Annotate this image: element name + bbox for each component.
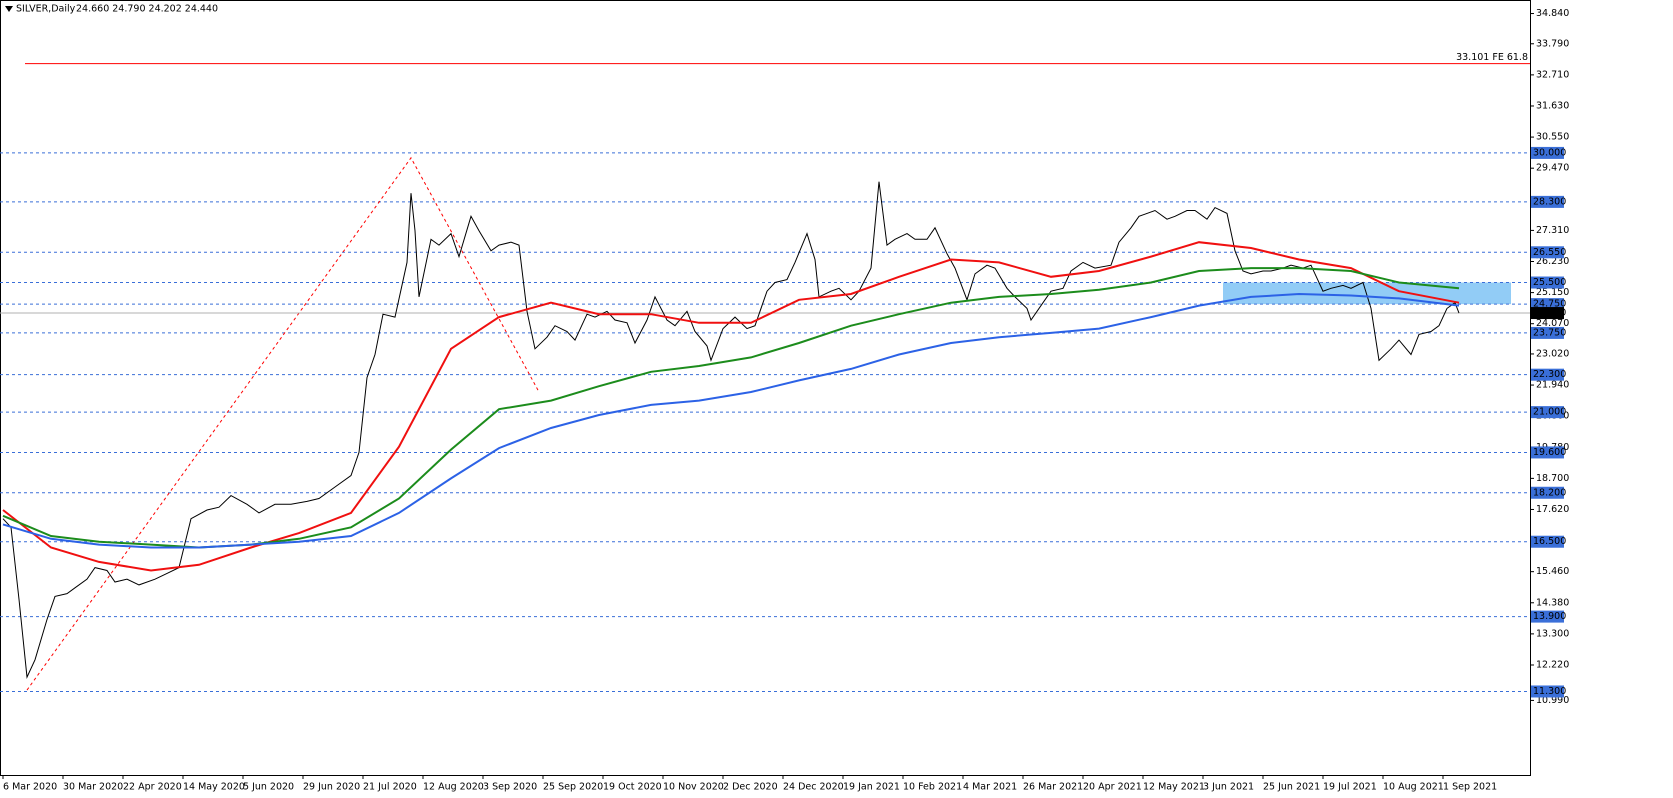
level-label: 11.300 bbox=[1533, 686, 1566, 697]
level-label: 30.000 bbox=[1533, 147, 1566, 158]
level-box bbox=[1531, 535, 1564, 548]
level-label: 21.000 bbox=[1533, 407, 1566, 418]
y-tick-label: 15.460 bbox=[1536, 566, 1569, 577]
y-tick-label: 24.070 bbox=[1536, 318, 1569, 329]
level-label: 25.500 bbox=[1533, 277, 1566, 288]
level-box bbox=[1531, 146, 1564, 159]
x-tick-label: 12 Aug 2020 bbox=[423, 782, 484, 793]
level-label: 19.600 bbox=[1533, 447, 1566, 458]
level-label: 28.300 bbox=[1533, 196, 1566, 207]
level-label: 13.900 bbox=[1533, 611, 1566, 622]
y-tick-label: 30.550 bbox=[1536, 132, 1569, 143]
y-tick-label: 31.630 bbox=[1536, 100, 1569, 111]
level-box bbox=[1531, 610, 1564, 623]
x-tick-label: 24 Dec 2020 bbox=[783, 782, 844, 793]
y-tick-label: 13.300 bbox=[1536, 628, 1569, 639]
level-label: 22.300 bbox=[1533, 369, 1566, 380]
series-line bbox=[2, 181, 1460, 679]
level-box bbox=[1531, 195, 1564, 208]
level-label: 16.500 bbox=[1533, 536, 1566, 547]
x-tick-label: 10 Aug 2021 bbox=[1383, 782, 1444, 793]
y-tick-label: 25.150 bbox=[1536, 287, 1569, 298]
series-line bbox=[2, 241, 1460, 572]
level-box bbox=[1531, 368, 1564, 381]
chart-title: SILVER,Daily bbox=[16, 4, 76, 15]
y-tick-label: 33.790 bbox=[1536, 38, 1569, 49]
x-tick-label: 5 Jun 2020 bbox=[243, 782, 294, 793]
y-tick-label: 32.710 bbox=[1536, 69, 1569, 80]
x-tick-label: 26 Mar 2021 bbox=[1023, 782, 1083, 793]
x-tick-label: 22 Apr 2020 bbox=[123, 782, 182, 793]
level-box bbox=[1531, 246, 1564, 259]
y-tick-label: 14.380 bbox=[1536, 597, 1569, 608]
x-tick-label: 3 Jun 2021 bbox=[1203, 782, 1254, 793]
level-label: 18.200 bbox=[1533, 487, 1566, 498]
level-box bbox=[1531, 406, 1564, 419]
x-tick-label: 2 Dec 2020 bbox=[723, 782, 778, 793]
level-box bbox=[1531, 486, 1564, 499]
x-tick-label: 10 Nov 2020 bbox=[663, 782, 724, 793]
x-tick-label: 6 Mar 2020 bbox=[3, 782, 57, 793]
x-tick-label: 20 Apr 2021 bbox=[1083, 782, 1142, 793]
x-tick-label: 3 Sep 2020 bbox=[483, 782, 537, 793]
x-tick-label: 10 Feb 2021 bbox=[903, 782, 962, 793]
x-tick-label: 14 May 2020 bbox=[183, 782, 245, 793]
level-box bbox=[1531, 685, 1564, 698]
y-tick-label: 29.470 bbox=[1536, 163, 1569, 174]
zone bbox=[1223, 282, 1511, 305]
last-price-box bbox=[1531, 307, 1564, 320]
x-tick-label: 25 Sep 2020 bbox=[543, 782, 603, 793]
level-label: 24.750 bbox=[1533, 299, 1566, 310]
series-line bbox=[2, 292, 1460, 549]
y-tick-label: 26.230 bbox=[1536, 256, 1569, 267]
quote: 24.660 24.790 24.202 24.440 bbox=[76, 4, 218, 15]
x-tick-label: 19 Jul 2021 bbox=[1323, 782, 1377, 793]
level-box bbox=[1531, 276, 1564, 289]
y-tick-label: 18.700 bbox=[1536, 473, 1569, 484]
x-tick-label: 1 Sep 2021 bbox=[1443, 782, 1497, 793]
level-label: 26.550 bbox=[1533, 247, 1566, 258]
y-tick-label: 10.990 bbox=[1536, 695, 1569, 706]
fibo-target-label: 33.101 FE 61.8 bbox=[1456, 52, 1528, 63]
y-tick-label: 12.220 bbox=[1536, 659, 1569, 670]
fibo-path bbox=[26, 156, 540, 691]
y-tick-label: 34.840 bbox=[1536, 8, 1569, 19]
level-box bbox=[1531, 326, 1564, 339]
x-tick-label: 30 Mar 2020 bbox=[63, 782, 123, 793]
x-tick-label: 25 Jun 2021 bbox=[1263, 782, 1320, 793]
x-tick-label: 4 Mar 2021 bbox=[963, 782, 1017, 793]
menu-triangle bbox=[5, 6, 13, 12]
x-tick-label: 19 Oct 2020 bbox=[603, 782, 662, 793]
level-label: 23.750 bbox=[1533, 327, 1566, 338]
y-tick-label: 23.020 bbox=[1536, 348, 1569, 359]
x-tick-label: 21 Jul 2020 bbox=[363, 782, 417, 793]
last-price-label: 24.440 bbox=[1533, 308, 1566, 319]
level-box bbox=[1531, 446, 1564, 459]
x-tick-label: 19 Jan 2021 bbox=[843, 782, 900, 793]
y-tick-label: 17.620 bbox=[1536, 504, 1569, 515]
y-tick-label: 27.310 bbox=[1536, 225, 1569, 236]
x-tick-label: 29 Jun 2020 bbox=[303, 782, 360, 793]
x-tick-label: 12 May 2021 bbox=[1143, 782, 1205, 793]
y-tick-label: 21.940 bbox=[1536, 380, 1569, 391]
